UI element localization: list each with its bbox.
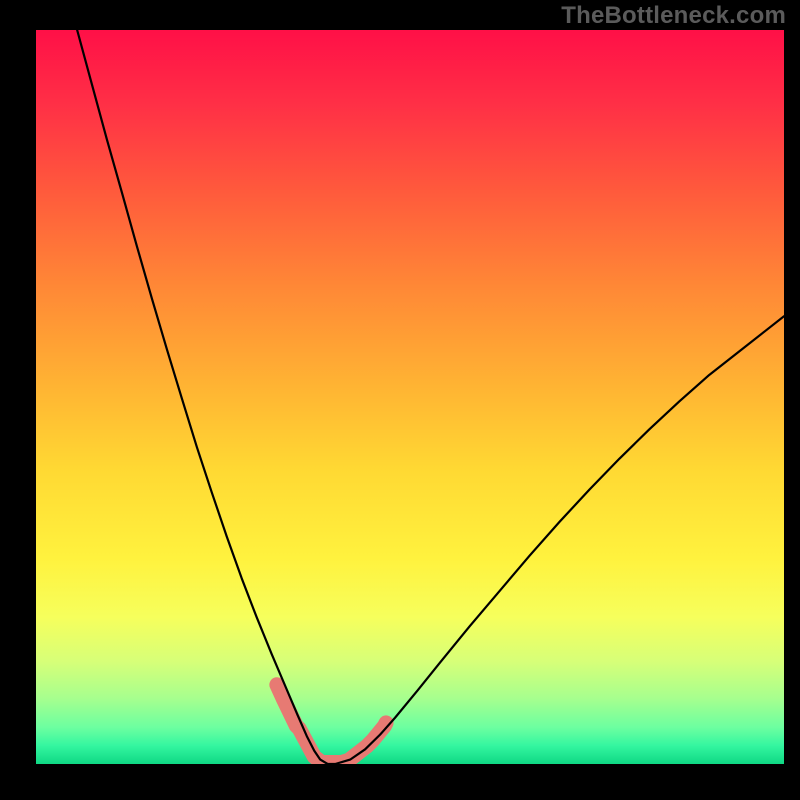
watermark-text: TheBottleneck.com <box>561 2 786 30</box>
chart-svg <box>36 30 784 764</box>
chart-frame: TheBottleneck.com <box>0 0 800 800</box>
plot-area <box>36 30 784 764</box>
bottom-marker-path <box>277 685 386 763</box>
bottleneck-curve <box>77 30 784 764</box>
